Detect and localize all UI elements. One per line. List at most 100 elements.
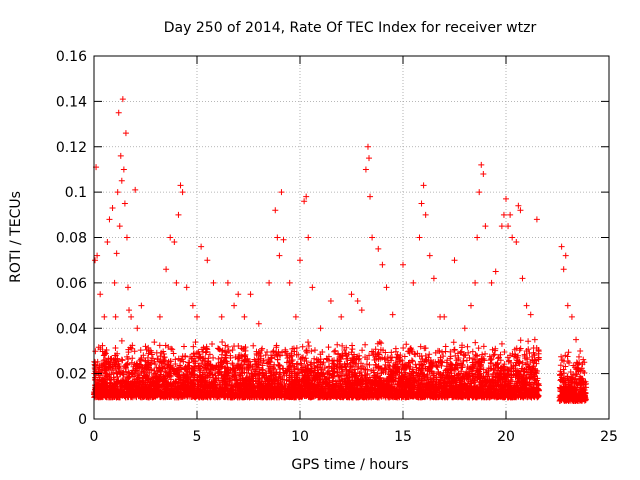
cluster-point xyxy=(299,343,306,350)
cluster-point xyxy=(361,372,368,379)
cluster-point xyxy=(358,372,365,379)
cluster-point xyxy=(132,366,139,373)
cluster-point xyxy=(482,350,489,357)
cluster-point xyxy=(336,372,343,379)
cluster-point xyxy=(180,358,187,365)
cluster-point xyxy=(160,351,167,358)
cluster-point xyxy=(372,346,379,353)
cluster-point xyxy=(406,370,413,377)
cluster-point xyxy=(276,362,283,369)
cluster-point xyxy=(417,358,424,365)
cluster-point xyxy=(210,354,217,361)
cluster-point xyxy=(153,349,160,356)
cluster-point xyxy=(192,360,199,367)
cluster-point xyxy=(130,363,137,370)
cluster-point xyxy=(403,363,410,370)
cluster-point xyxy=(264,348,271,355)
cluster-point xyxy=(106,361,113,368)
cluster-point xyxy=(450,339,457,346)
cluster-point xyxy=(190,343,197,350)
cluster-point xyxy=(227,355,234,362)
cluster-point xyxy=(319,360,326,367)
cluster-point xyxy=(219,338,226,345)
cluster-point xyxy=(504,354,511,361)
cluster-point xyxy=(243,375,250,382)
cluster-point xyxy=(195,362,202,369)
cluster-point xyxy=(202,349,209,356)
cluster-point xyxy=(209,341,216,348)
cluster-point xyxy=(464,343,471,350)
cluster-point xyxy=(498,340,505,347)
cluster-point xyxy=(388,357,395,364)
cluster-point xyxy=(396,372,403,379)
cluster-point xyxy=(334,341,341,348)
cluster-point xyxy=(227,376,234,383)
cluster-point xyxy=(206,351,213,358)
cluster-point xyxy=(359,347,366,354)
chart-title: Day 250 of 2014, Rate Of TEC Index for r… xyxy=(164,20,537,36)
cluster-point xyxy=(417,343,424,350)
cluster-point xyxy=(138,370,145,377)
cluster-point xyxy=(156,358,163,365)
cluster-point xyxy=(133,360,140,367)
cluster-point xyxy=(125,374,132,381)
cluster-point xyxy=(460,357,467,364)
cluster-point xyxy=(464,363,471,370)
cluster-point xyxy=(329,377,336,384)
cluster-point xyxy=(475,345,482,352)
cluster-point xyxy=(517,345,524,352)
cluster-point xyxy=(526,364,533,371)
cluster-point xyxy=(265,356,272,363)
cluster-point xyxy=(409,358,416,365)
cluster-point xyxy=(242,351,249,358)
cluster-point xyxy=(366,352,373,359)
cluster-point xyxy=(378,340,385,347)
cluster-point xyxy=(170,350,177,357)
cluster-point xyxy=(501,349,508,356)
cluster-point xyxy=(95,344,102,351)
cluster-point xyxy=(526,350,533,357)
cluster-point xyxy=(344,355,351,362)
cluster-point xyxy=(225,348,232,355)
cluster-point xyxy=(480,343,487,350)
cluster-point xyxy=(469,348,476,355)
cluster-point xyxy=(262,352,269,359)
cluster-point xyxy=(423,358,430,365)
cluster-point xyxy=(400,344,407,351)
cluster-point xyxy=(485,365,492,372)
cluster-point xyxy=(343,344,350,351)
cluster-point xyxy=(362,378,369,385)
cluster-point xyxy=(204,346,211,353)
cluster-point xyxy=(341,362,348,369)
cluster-point xyxy=(405,348,412,355)
cluster-point xyxy=(325,344,332,351)
cluster-point xyxy=(222,342,229,349)
cluster-point xyxy=(391,383,398,390)
cluster-point xyxy=(185,359,192,366)
cluster-point xyxy=(535,354,542,361)
cluster-point xyxy=(268,352,275,359)
cluster-point xyxy=(142,357,149,364)
cluster-point xyxy=(339,342,346,349)
cluster-point xyxy=(308,348,315,355)
cluster-point xyxy=(436,348,443,355)
cluster-point xyxy=(201,370,208,377)
cluster-point xyxy=(444,357,451,364)
cluster-point xyxy=(119,357,126,364)
cluster-point xyxy=(489,346,496,353)
cluster-point xyxy=(383,365,390,372)
cluster-point xyxy=(200,365,207,372)
cluster-point xyxy=(311,347,318,354)
cluster-point xyxy=(533,360,540,367)
cluster-point xyxy=(118,356,125,363)
cluster-point xyxy=(447,361,454,368)
cluster-point xyxy=(253,348,260,355)
cluster-point xyxy=(156,342,163,349)
cluster-point xyxy=(401,353,408,360)
cluster-point xyxy=(432,349,439,356)
cluster-point xyxy=(204,366,211,373)
cluster-point xyxy=(511,346,518,353)
cluster-point xyxy=(293,361,300,368)
